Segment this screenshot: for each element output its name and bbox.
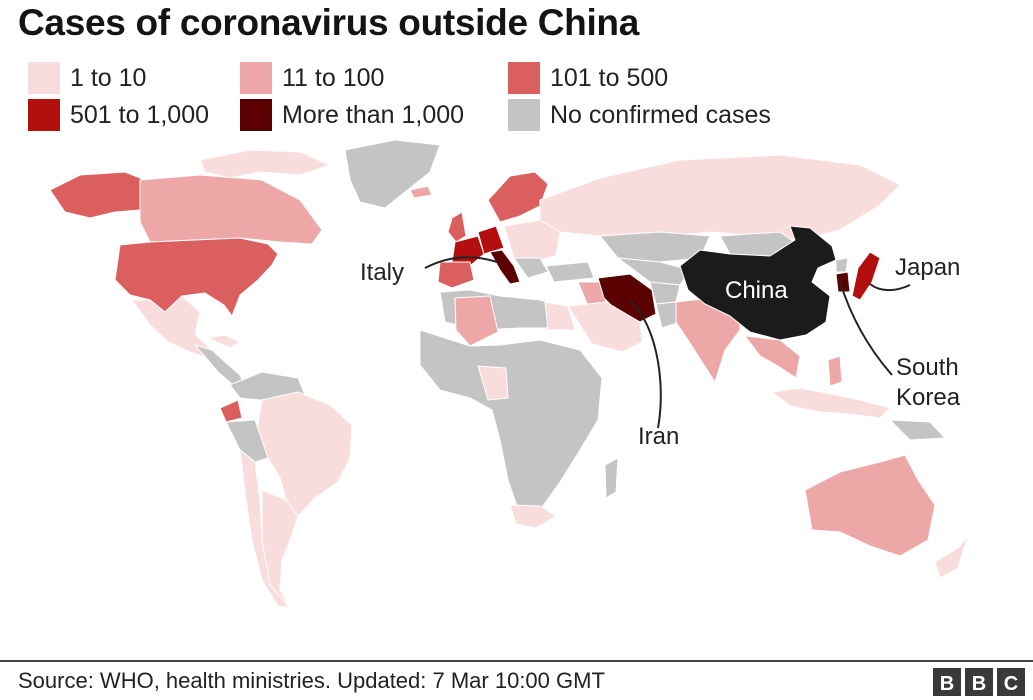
region-indochina — [744, 335, 801, 379]
region-ecuador — [219, 399, 243, 423]
iran-leader-line — [629, 299, 662, 429]
legend-item-no-confirmed-cases: No confirmed cases — [508, 99, 771, 131]
region-madagascar — [604, 457, 619, 499]
region-australia — [804, 454, 936, 557]
legend-label: 1 to 10 — [70, 63, 147, 92]
legend-swatch — [28, 62, 60, 94]
region-uk — [447, 211, 467, 243]
region-africa-central — [419, 329, 603, 516]
region-balkans — [513, 257, 549, 279]
legend-item-more-than-1000: More than 1,000 — [240, 99, 464, 131]
label-iran: Iran — [638, 423, 679, 450]
region-canada — [139, 174, 323, 245]
region-nigeria — [477, 365, 509, 401]
region-new-zealand — [934, 535, 969, 579]
region-new-guinea — [889, 419, 946, 441]
region-germany — [477, 225, 505, 255]
region-malaysia-indonesia — [771, 387, 891, 419]
label-china: China — [725, 277, 788, 304]
region-algeria — [454, 295, 499, 347]
region-egypt — [544, 301, 576, 331]
svg-text:B: B — [940, 673, 954, 695]
region-greenland — [344, 139, 441, 209]
region-caribbean — [207, 334, 241, 349]
legend-swatch — [508, 62, 540, 94]
region-arabia — [567, 301, 643, 353]
region-philippines — [827, 355, 843, 387]
legend-item-501-to-1000: 501 to 1,000 — [28, 99, 209, 131]
region-usa — [114, 237, 279, 317]
legend-swatch — [240, 62, 272, 94]
legend-item-11-to-100: 11 to 100 — [240, 62, 384, 94]
region-italy — [489, 249, 521, 285]
source-note: Source: WHO, health ministries. Updated:… — [18, 668, 605, 693]
footer-divider — [0, 660, 1033, 662]
legend-swatch — [28, 99, 60, 131]
legend-label: 501 to 1,000 — [70, 100, 210, 129]
region-scandinavia — [487, 171, 549, 223]
region-china — [679, 225, 837, 341]
italy-leader-line — [424, 256, 498, 269]
region-iberia — [437, 261, 475, 289]
region-russia — [539, 154, 901, 241]
svg-text:B: B — [972, 673, 986, 695]
legend-label: 11 to 100 — [282, 63, 385, 92]
legend-item-101-to-500: 101 to 500 — [508, 62, 668, 94]
label-italy: Italy — [360, 259, 404, 286]
region-north-korea — [835, 257, 849, 273]
region-iran — [597, 273, 657, 323]
region-japan — [851, 251, 881, 301]
region-south-korea — [835, 271, 851, 293]
region-mexico — [131, 295, 213, 359]
legend-item-1-to-10: 1 to 10 — [28, 62, 146, 94]
bbc-logo: B B C — [933, 668, 1025, 696]
region-argentina — [261, 489, 299, 609]
legend-label: 101 to 500 — [550, 63, 669, 92]
world-map: Italy China Japan South Korea Iran — [49, 139, 969, 609]
svg-text:C: C — [1004, 673, 1018, 695]
region-turkey — [545, 261, 595, 283]
korea-leader-line — [839, 281, 893, 376]
map-title: Cases of coronavirus outside China — [18, 2, 640, 43]
label-japan: Japan — [895, 254, 960, 281]
bbc-logo-mark: B B C — [933, 668, 1025, 696]
japan-leader-line — [869, 283, 911, 292]
region-iceland — [409, 185, 433, 199]
region-arctic-islands — [199, 149, 331, 179]
region-south-africa — [509, 504, 557, 529]
legend-label: No confirmed cases — [550, 100, 771, 129]
legend-swatch — [240, 99, 272, 131]
label-south-korea-line1: South — [896, 354, 959, 381]
region-peru-bolivia — [225, 419, 269, 463]
legend-swatch — [508, 99, 540, 131]
legend-label: More than 1,000 — [282, 100, 465, 129]
label-south-korea-line2: Korea — [896, 384, 961, 411]
region-afghanistan — [649, 281, 681, 305]
region-alaska — [49, 171, 146, 219]
